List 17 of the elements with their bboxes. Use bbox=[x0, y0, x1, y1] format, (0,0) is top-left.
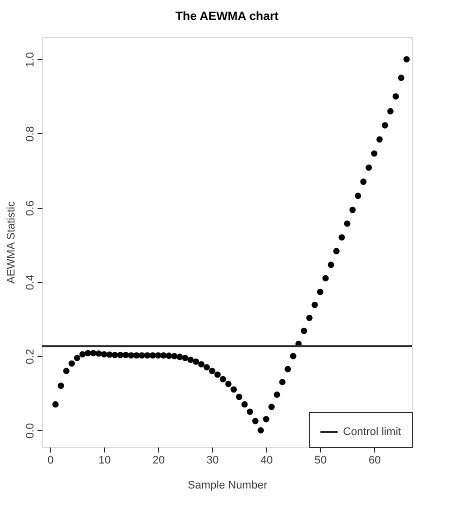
y-axis-title: AEWMA Statistic bbox=[6, 200, 18, 284]
x-tick-label: 10 bbox=[98, 454, 111, 466]
chart-title: The AEWMA chart bbox=[175, 9, 279, 23]
y-tick-label: 0.6 bbox=[24, 200, 36, 216]
y-tick-label: 0.2 bbox=[24, 348, 36, 364]
y-tick-label: 1.0 bbox=[24, 52, 36, 68]
x-tick-label: 0 bbox=[48, 454, 54, 466]
x-tick-label: 60 bbox=[368, 454, 381, 466]
y-tick-label: 0.0 bbox=[24, 423, 36, 438]
x-axis-title: Sample Number bbox=[188, 480, 268, 492]
x-tick-label: 40 bbox=[260, 454, 273, 466]
x-tick-label: 20 bbox=[152, 454, 165, 466]
y-tick-label: 0.8 bbox=[24, 126, 36, 142]
x-tick-label: 30 bbox=[206, 454, 219, 466]
y-tick-label: 0.4 bbox=[24, 274, 36, 290]
legend-label: Control limit bbox=[343, 426, 402, 438]
x-tick-label: 50 bbox=[314, 454, 327, 466]
